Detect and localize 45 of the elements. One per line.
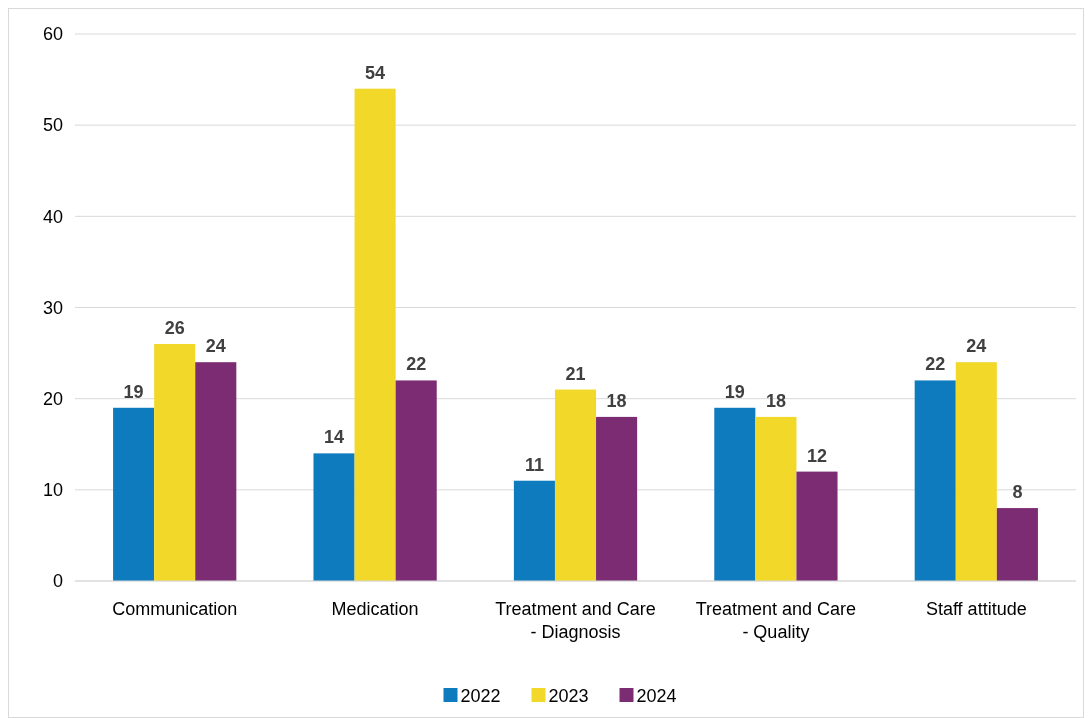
legend-label: 2024 xyxy=(636,686,677,707)
data-label: 19 xyxy=(724,381,745,402)
bar xyxy=(714,407,756,581)
y-tick-label: 20 xyxy=(42,388,63,409)
bar xyxy=(395,380,437,581)
y-tick-label: 30 xyxy=(42,297,63,318)
bar xyxy=(513,480,555,581)
bar xyxy=(755,416,797,581)
data-label: 19 xyxy=(123,381,144,402)
x-tick-label: Communication xyxy=(112,599,238,619)
y-tick-label: 40 xyxy=(42,206,63,227)
data-label: 22 xyxy=(406,354,427,375)
bar xyxy=(996,508,1038,581)
data-label: 21 xyxy=(565,363,586,384)
data-label: 54 xyxy=(365,62,386,83)
x-tick-label: Staff attitude xyxy=(925,599,1027,619)
bar xyxy=(955,362,997,581)
x-tick-label: Medication xyxy=(331,599,419,619)
bar xyxy=(354,88,396,581)
data-label: 11 xyxy=(524,454,544,475)
bar xyxy=(796,471,838,581)
bar xyxy=(195,362,237,581)
y-tick-label: 50 xyxy=(42,115,63,136)
y-tick-label: 0 xyxy=(52,571,63,592)
data-label: 24 xyxy=(966,336,987,357)
bar xyxy=(113,407,155,581)
data-label: 8 xyxy=(1012,482,1023,503)
data-label: 18 xyxy=(606,390,627,411)
data-label: 14 xyxy=(324,427,345,448)
data-label: 18 xyxy=(765,390,786,411)
bar xyxy=(914,380,956,581)
bar xyxy=(596,416,638,581)
bar xyxy=(313,453,355,581)
data-label: 12 xyxy=(806,445,827,466)
y-tick-label: 60 xyxy=(42,24,63,45)
legend-label: 2022 xyxy=(460,686,501,707)
bar xyxy=(554,389,597,581)
data-label: 24 xyxy=(205,336,226,357)
bar xyxy=(154,343,196,581)
data-label: 26 xyxy=(164,317,185,338)
y-tick-label: 10 xyxy=(42,480,63,501)
x-tick-label: Treatment and Care - Diagnosis xyxy=(495,599,656,642)
legend-label: 2023 xyxy=(548,686,589,707)
data-label: 22 xyxy=(925,354,946,375)
x-tick-label: Treatment and Care - Quality xyxy=(695,599,857,642)
